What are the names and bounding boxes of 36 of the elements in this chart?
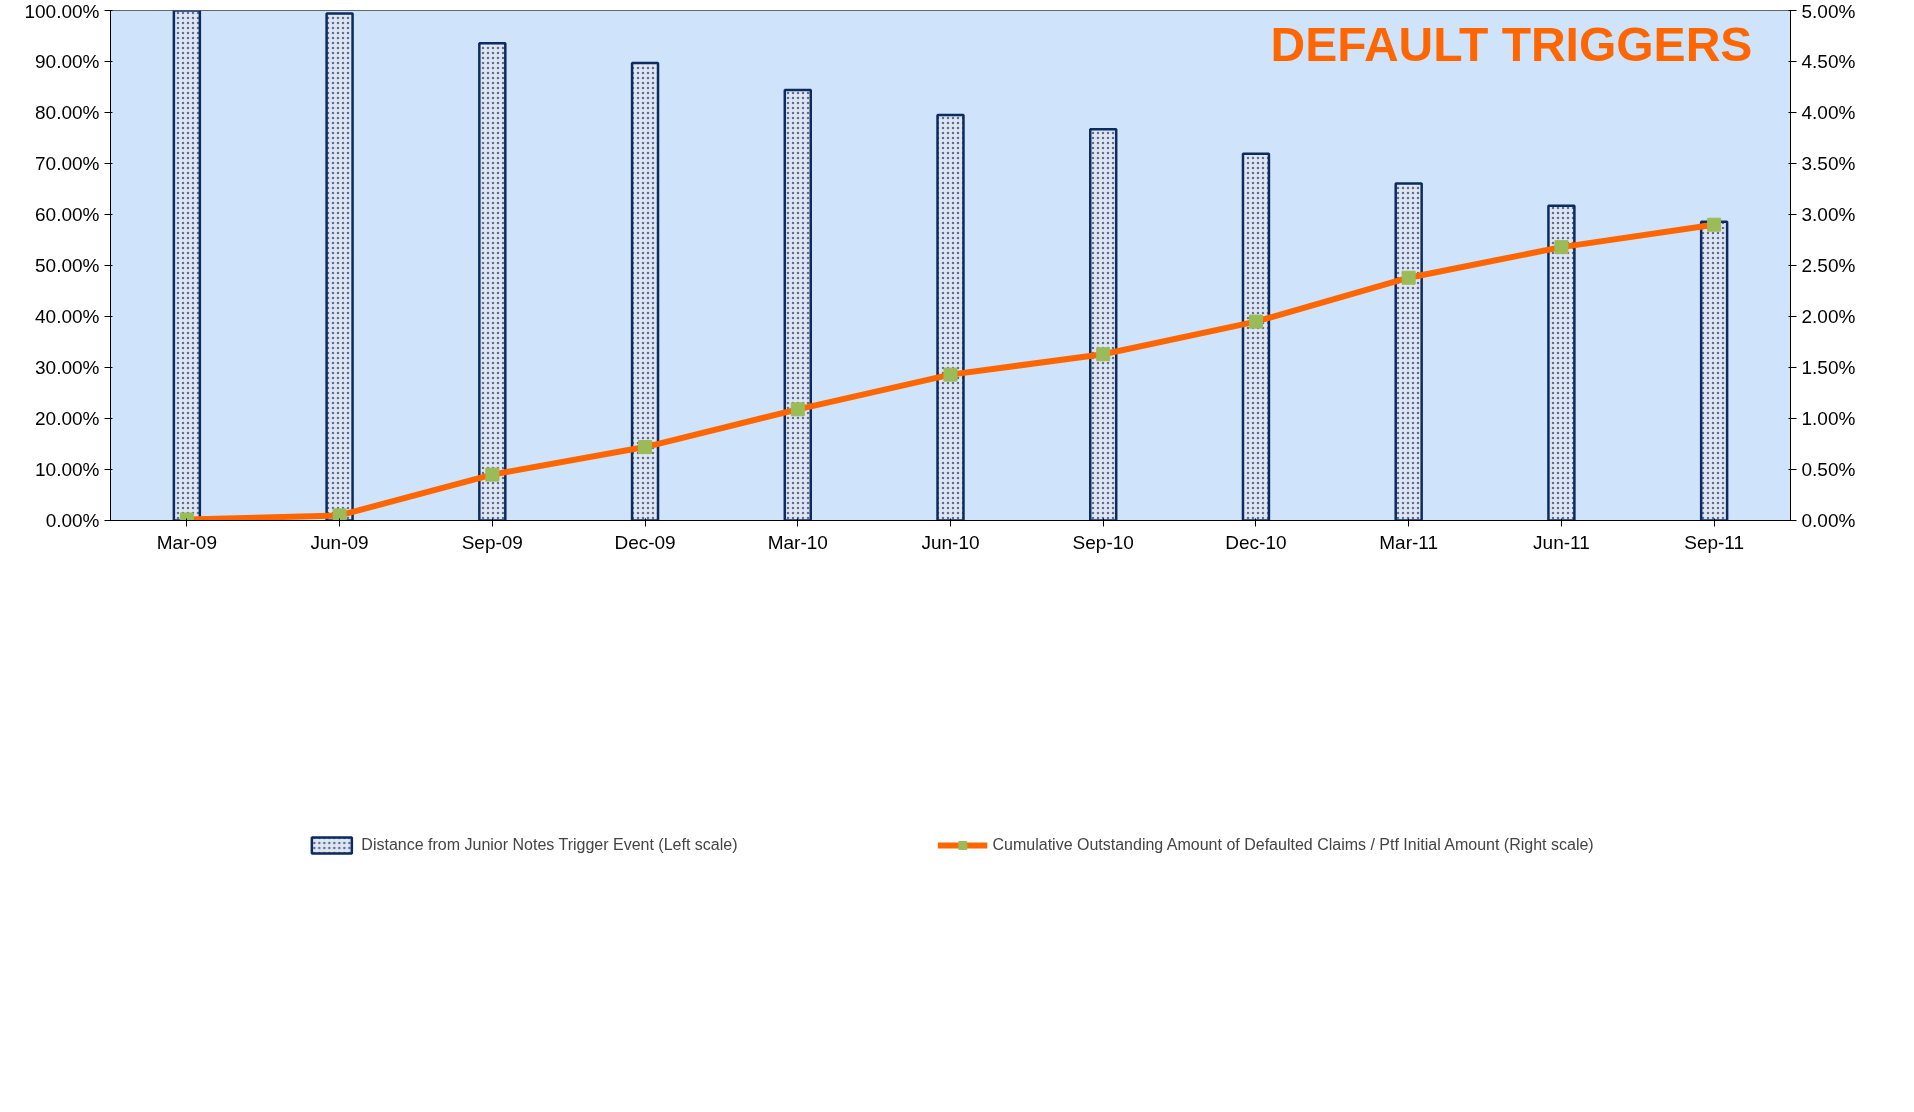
- y2-tick-label: 4.00%: [1801, 102, 1856, 123]
- y2-tick-label: 4.50%: [1801, 51, 1856, 72]
- legend-label: Cumulative Outstanding Amount of Defaulted Claims / Ptf Initial Amount (Right scale): [992, 836, 1594, 854]
- x-tick-label: Jun-11: [1533, 531, 1590, 553]
- y-tick-label: 50.00%: [35, 255, 100, 276]
- y2-tick-label: 0.00%: [1801, 510, 1856, 531]
- y2-tick-label: 0.50%: [1801, 459, 1856, 480]
- y-tick-label: 0.00%: [45, 510, 100, 531]
- y-tick-label: 40.00%: [35, 306, 100, 327]
- y2-tick-label: 3.50%: [1801, 153, 1856, 174]
- y2-tick-label: 3.00%: [1801, 204, 1856, 225]
- x-tick-label: Dec-10: [1225, 531, 1287, 553]
- y-tick-label: 60.00%: [35, 204, 100, 225]
- x-tick-label: Dec-09: [614, 531, 676, 553]
- y-tick-label: 20.00%: [35, 408, 100, 429]
- y-tick-label: 10.00%: [35, 459, 100, 480]
- x-tick-label: Mar-09: [156, 531, 217, 553]
- x-tick-label: Jun-10: [921, 531, 980, 553]
- chart-title: DEFAULT TRIGGERS: [1270, 18, 1753, 72]
- y2-tick-label: 5.00%: [1801, 0, 1856, 22]
- x-tick-label: Mar-10: [767, 531, 828, 553]
- y-tick-label: 80.00%: [35, 102, 100, 123]
- y-tick-label: 70.00%: [35, 153, 100, 174]
- y2-tick-label: 1.50%: [1801, 357, 1856, 378]
- y2-tick-label: 2.50%: [1801, 255, 1856, 276]
- x-tick-label: Mar-11: [1379, 531, 1439, 553]
- x-tick-label: Sep-11: [1684, 531, 1745, 553]
- x-tick-label: Sep-10: [1072, 531, 1134, 553]
- y-tick-label: 90.00%: [35, 51, 100, 72]
- y2-tick-label: 2.00%: [1801, 306, 1856, 327]
- y2-tick-label: 1.00%: [1801, 408, 1856, 429]
- legend-label: Distance from Junior Notes Trigger Event (Left scale): [361, 836, 738, 854]
- x-tick-label: Jun-09: [310, 531, 369, 553]
- y-tick-label: 100.00%: [24, 0, 100, 22]
- x-tick-label: Sep-09: [461, 531, 523, 553]
- y-tick-label: 30.00%: [35, 357, 100, 378]
